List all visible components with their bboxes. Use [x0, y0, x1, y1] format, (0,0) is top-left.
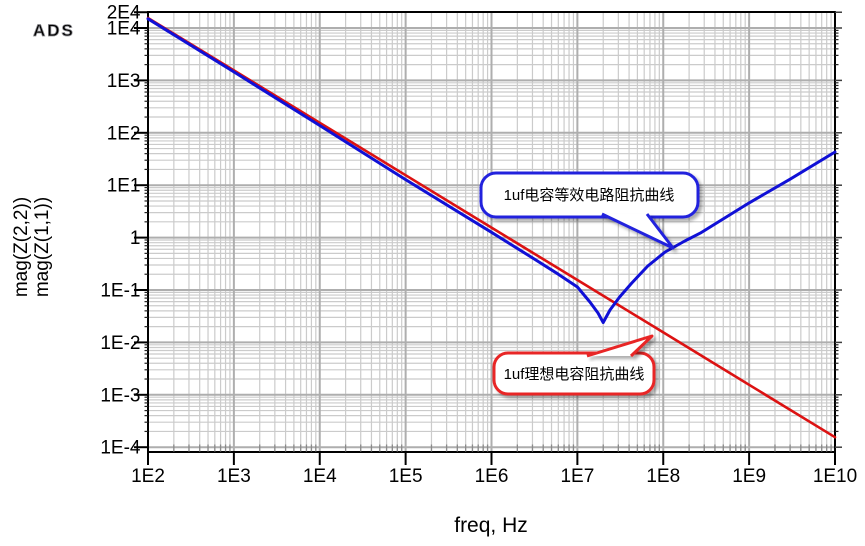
callout-equivalent-circuit[interactable]: 1uf电容等效电路阻抗曲线	[479, 171, 700, 250]
axis-ticks-layer	[134, 11, 842, 465]
y-tick-label: 1E1	[107, 176, 141, 197]
callout-bubble[interactable]	[492, 351, 656, 396]
callout-tail	[586, 334, 654, 358]
ads-logo: ADS	[33, 21, 75, 40]
x-tick-label: 1E4	[303, 466, 337, 487]
ideal-capacitor-trace[interactable]	[146, 16, 837, 439]
y-tick-label: 1E4	[107, 19, 141, 40]
callout-bubble[interactable]	[479, 171, 700, 219]
x-tick-label: 1E10	[813, 466, 857, 487]
y-tick-label: 1E-2	[100, 333, 140, 354]
y-axis-label-mag-z11: mag(Z(1,1))	[32, 197, 53, 297]
y-tick-label: 1E-1	[100, 281, 140, 302]
x-tick-label: 1E2	[131, 466, 165, 487]
x-tick-label: 1E8	[646, 466, 680, 487]
curves-layer	[146, 16, 837, 439]
callout-equivalent-circuit-label: 1uf电容等效电路阻抗曲线	[504, 186, 675, 204]
y-tick-label: 2E4	[107, 3, 141, 24]
y-tick-label: 1	[130, 228, 141, 249]
x-tick-label: 1E3	[217, 466, 251, 487]
callout-ideal-capacitor-label: 1uf理想电容阻抗曲线	[504, 366, 645, 383]
x-tick-label: 1E7	[560, 466, 594, 487]
callout-tail	[601, 212, 675, 250]
x-tick-label: 1E6	[475, 466, 509, 487]
y-tick-label: 1E3	[107, 71, 141, 92]
y-axis-label-mag-z22: mag(Z(2,2))	[11, 197, 32, 297]
y-tick-label: 1E-3	[100, 385, 140, 406]
equivalent-circuit-trace[interactable]	[146, 17, 837, 324]
x-tick-label: 1E5	[389, 466, 423, 487]
y-tick-label: 1E-4	[100, 438, 141, 459]
x-axis-title: freq, Hz	[454, 514, 528, 537]
y-tick-label: 1E2	[107, 123, 141, 144]
x-tick-label: 1E9	[732, 466, 766, 487]
callout-ideal-capacitor[interactable]: 1uf理想电容阻抗曲线	[492, 334, 656, 396]
